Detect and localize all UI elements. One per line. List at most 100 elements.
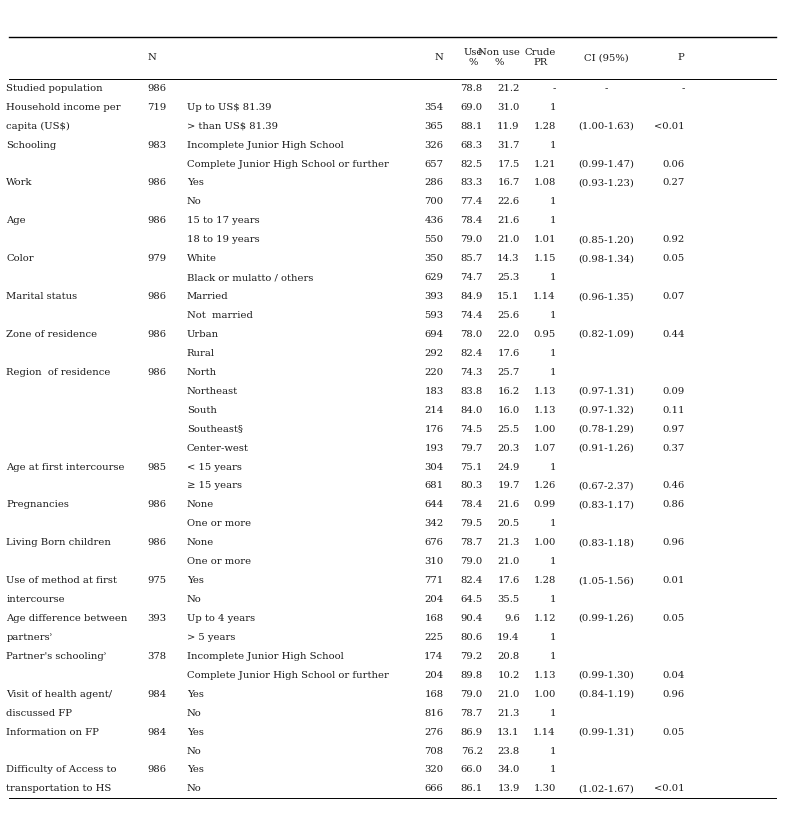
Text: 21.2: 21.2 — [497, 84, 520, 93]
Text: Yes: Yes — [187, 766, 203, 775]
Text: 76.2: 76.2 — [461, 746, 483, 755]
Text: 14.3: 14.3 — [497, 254, 520, 263]
Text: 13.9: 13.9 — [497, 785, 520, 793]
Text: 1: 1 — [550, 463, 556, 472]
Text: One or more: One or more — [187, 557, 251, 566]
Text: 1.15: 1.15 — [533, 254, 556, 263]
Text: 88.1: 88.1 — [460, 122, 483, 131]
Text: 1.13: 1.13 — [533, 387, 556, 396]
Text: 986: 986 — [148, 216, 166, 225]
Text: 22.0: 22.0 — [498, 330, 520, 339]
Text: 17.6: 17.6 — [498, 576, 520, 585]
Text: Color: Color — [6, 254, 34, 263]
Text: 168: 168 — [425, 614, 444, 623]
Text: Schooling: Schooling — [6, 141, 57, 150]
Text: 0.09: 0.09 — [663, 387, 685, 396]
Text: 85.7: 85.7 — [461, 254, 483, 263]
Text: <0.01: <0.01 — [654, 122, 685, 131]
Text: 74.5: 74.5 — [460, 424, 483, 433]
Text: 82.4: 82.4 — [460, 349, 483, 358]
Text: Yes: Yes — [187, 689, 203, 698]
Text: Age at first intercourse: Age at first intercourse — [6, 463, 125, 472]
Text: 1: 1 — [550, 367, 556, 377]
Text: Age difference between: Age difference between — [6, 614, 128, 623]
Text: 1.14: 1.14 — [533, 292, 556, 301]
Text: -: - — [604, 84, 608, 93]
Text: 984: 984 — [148, 728, 167, 737]
Text: 90.4: 90.4 — [460, 614, 483, 623]
Text: Age: Age — [6, 216, 26, 225]
Text: 1: 1 — [550, 709, 556, 718]
Text: 0.01: 0.01 — [662, 576, 685, 585]
Text: 21.0: 21.0 — [497, 689, 520, 698]
Text: 16.7: 16.7 — [498, 179, 520, 188]
Text: 21.3: 21.3 — [497, 538, 520, 547]
Text: 176: 176 — [425, 424, 444, 433]
Text: Crude
PR: Crude PR — [524, 48, 556, 67]
Text: 694: 694 — [425, 330, 444, 339]
Text: 1: 1 — [550, 557, 556, 566]
Text: 78.0: 78.0 — [461, 330, 483, 339]
Text: (1.05-1.56): (1.05-1.56) — [578, 576, 634, 585]
Text: Use of method at first: Use of method at first — [6, 576, 117, 585]
Text: 86.1: 86.1 — [461, 785, 483, 793]
Text: 816: 816 — [425, 709, 444, 718]
Text: 378: 378 — [148, 652, 166, 661]
Text: transportation to HS: transportation to HS — [6, 785, 111, 793]
Text: 79.7: 79.7 — [461, 444, 483, 453]
Text: <0.01: <0.01 — [654, 785, 685, 793]
Text: 74.4: 74.4 — [460, 311, 483, 320]
Text: 1.07: 1.07 — [533, 444, 556, 453]
Text: No: No — [187, 198, 202, 207]
Text: 0.05: 0.05 — [663, 728, 685, 737]
Text: 84.9: 84.9 — [460, 292, 483, 301]
Text: White: White — [187, 254, 217, 263]
Text: 16.0: 16.0 — [498, 406, 520, 415]
Text: 719: 719 — [148, 102, 167, 111]
Text: 25.3: 25.3 — [498, 273, 520, 282]
Text: 21.0: 21.0 — [497, 557, 520, 566]
Text: 0.96: 0.96 — [663, 689, 685, 698]
Text: Complete Junior High School or further: Complete Junior High School or further — [187, 159, 389, 168]
Text: South: South — [187, 406, 217, 415]
Text: 979: 979 — [148, 254, 166, 263]
Text: One or more: One or more — [187, 520, 251, 528]
Text: 1.26: 1.26 — [534, 481, 556, 490]
Text: Pregnancies: Pregnancies — [6, 500, 69, 510]
Text: 225: 225 — [425, 633, 444, 642]
Text: 1: 1 — [550, 746, 556, 755]
Text: > 5 years: > 5 years — [187, 633, 236, 642]
Text: Incomplete Junior High School: Incomplete Junior High School — [187, 652, 344, 661]
Text: 35.5: 35.5 — [498, 595, 520, 604]
Text: 82.5: 82.5 — [461, 159, 483, 168]
Text: 986: 986 — [148, 84, 166, 93]
Text: 350: 350 — [425, 254, 444, 263]
Text: 0.44: 0.44 — [662, 330, 685, 339]
Text: 1: 1 — [550, 652, 556, 661]
Text: 74.7: 74.7 — [460, 273, 483, 282]
Text: No: No — [187, 785, 202, 793]
Text: ≥ 15 years: ≥ 15 years — [187, 481, 242, 490]
Text: > than US$ 81.39: > than US$ 81.39 — [187, 122, 278, 131]
Text: 1.13: 1.13 — [533, 406, 556, 415]
Text: intercourse: intercourse — [6, 595, 65, 604]
Text: (0.91-1.26): (0.91-1.26) — [578, 444, 634, 453]
Text: 676: 676 — [425, 538, 444, 547]
Text: 0.07: 0.07 — [663, 292, 685, 301]
Text: 985: 985 — [148, 463, 166, 472]
Text: (0.67-2.37): (0.67-2.37) — [579, 481, 633, 490]
Text: 326: 326 — [425, 141, 444, 150]
Text: 74.3: 74.3 — [460, 367, 483, 377]
Text: 78.4: 78.4 — [460, 216, 483, 225]
Text: (0.99-1.26): (0.99-1.26) — [578, 614, 634, 623]
Text: Marital status: Marital status — [6, 292, 78, 301]
Text: 79.0: 79.0 — [461, 689, 483, 698]
Text: 31.0: 31.0 — [497, 102, 520, 111]
Text: 80.3: 80.3 — [461, 481, 483, 490]
Text: 82.4: 82.4 — [460, 576, 483, 585]
Text: Southeast§: Southeast§ — [187, 424, 243, 433]
Text: 69.0: 69.0 — [461, 102, 483, 111]
Text: 80.6: 80.6 — [461, 633, 483, 642]
Text: P: P — [677, 53, 685, 63]
Text: 19.7: 19.7 — [497, 481, 520, 490]
